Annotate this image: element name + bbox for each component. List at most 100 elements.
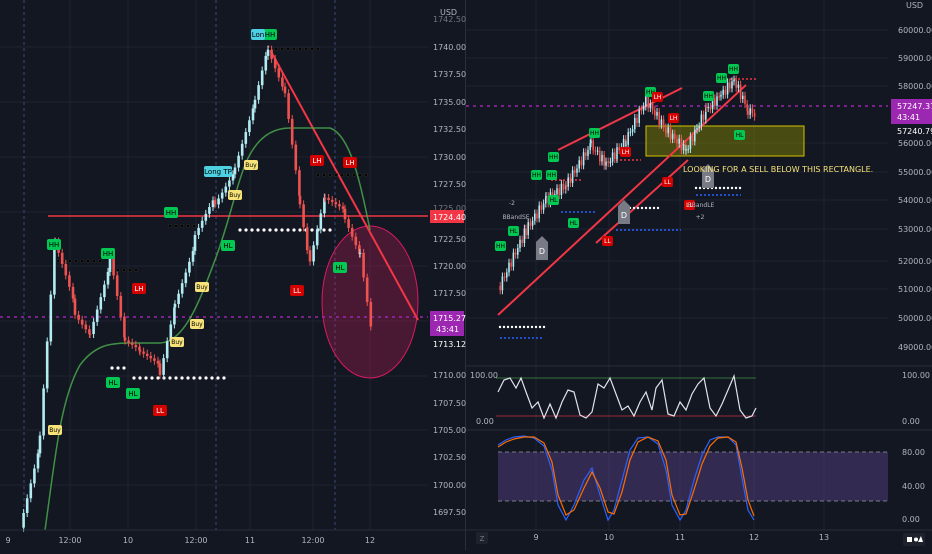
candle-body — [605, 161, 607, 166]
candle-body — [499, 285, 501, 291]
svg-text:LH: LH — [670, 115, 678, 122]
trend-line[interactable] — [267, 45, 419, 321]
candle-body — [302, 204, 305, 228]
svg-text:1700.00: 1700.00 — [433, 481, 466, 490]
candle-body — [640, 109, 643, 111]
candle-body — [601, 154, 603, 162]
left-chart-canvas[interactable]: HH HH HH HH HL HL HL HL LH LH LH LL LL B… — [0, 0, 466, 550]
candle-body — [204, 213, 208, 221]
svg-text:HL: HL — [108, 379, 117, 387]
candle-body — [753, 113, 756, 117]
left-chart-pane[interactable]: HH HH HH HH HL HL HL HL LH LH LH LL LL B… — [0, 0, 466, 550]
svg-text:9: 9 — [5, 536, 10, 545]
tradingview-logo-icon[interactable] — [903, 533, 925, 546]
candle-body — [53, 247, 56, 295]
stochastic-pane[interactable]: 80.00 40.00 0.00 — [497, 435, 925, 524]
right-chart-canvas[interactable]: HH HH HH HH HH HH HH HH HH HL HL HL HL L… — [466, 0, 932, 550]
candle-body — [108, 255, 112, 272]
channel-lower-line-2[interactable] — [595, 159, 689, 244]
r-hl-3: HL — [568, 218, 579, 228]
last-price-tag: 1715.27 43:41 — [430, 311, 466, 336]
svg-text:1713.12: 1713.12 — [433, 340, 466, 349]
candle-body — [308, 250, 312, 262]
svg-text:1710.00: 1710.00 — [433, 371, 466, 380]
candle-body — [707, 106, 709, 109]
candle-body — [669, 127, 672, 140]
candle-body — [578, 160, 580, 169]
svg-text:HH: HH — [646, 89, 655, 96]
candle-body — [68, 275, 71, 287]
candle-body — [103, 284, 106, 298]
candle-body — [142, 351, 145, 354]
candle-body — [138, 347, 141, 350]
svg-text:9: 9 — [533, 533, 538, 542]
candle-body — [534, 213, 536, 221]
svg-text:59000.00: 59000.00 — [898, 54, 932, 63]
candle-body — [365, 277, 369, 303]
candle-body — [658, 112, 660, 125]
oscillator-pane[interactable]: 100.00 0.00 100.00 0.00 — [470, 371, 930, 426]
svg-text:LL: LL — [686, 202, 693, 209]
left-price-axis[interactable]: USD 1742.50 1740.00 1737.50 1735.00 1732… — [433, 8, 466, 517]
candle-body — [323, 197, 327, 199]
candle-body — [25, 498, 29, 513]
svg-text:D: D — [539, 247, 545, 256]
pane-divider[interactable] — [465, 0, 466, 550]
svg-text:1717.50: 1717.50 — [433, 289, 466, 298]
candle-body — [718, 96, 720, 98]
lh-label-1: LH — [132, 283, 146, 294]
r-hh-3: HH — [548, 152, 559, 162]
svg-text:12:00: 12:00 — [184, 536, 207, 545]
candle-body — [531, 220, 534, 226]
hh-label-3: HH — [164, 207, 178, 218]
candle-body — [567, 177, 569, 187]
right-time-axis[interactable]: 9 10 11 12 13 — [533, 533, 829, 542]
candle-body — [638, 109, 640, 123]
svg-text:43:41: 43:41 — [897, 113, 920, 122]
svg-text:LH: LH — [622, 149, 630, 156]
svg-text:Buy: Buy — [49, 427, 61, 434]
long-tp-label: Long TP — [204, 166, 232, 177]
candle-body — [580, 160, 583, 166]
candle-body — [277, 68, 281, 78]
candle-body — [354, 236, 358, 246]
candle-body — [733, 79, 735, 82]
svg-text:1722.50: 1722.50 — [433, 235, 466, 244]
svg-text:LH: LH — [134, 285, 143, 293]
left-time-axis[interactable]: 9 12:00 10 12:00 11 12:00 12 — [5, 536, 375, 545]
candle-body — [22, 512, 25, 528]
d-label-1: D — [536, 236, 548, 260]
candle-body — [294, 144, 298, 171]
candle-body — [592, 140, 594, 151]
level-price-tag: 1724.40 — [430, 210, 466, 223]
hl-label-2: HL — [126, 388, 140, 399]
buy-label-4: Buy — [195, 282, 209, 292]
svg-text:100.00: 100.00 — [902, 371, 930, 380]
svg-text:1740.00: 1740.00 — [433, 43, 466, 52]
candle-body — [625, 144, 627, 146]
right-last-price-tag: 57247.37 43:41 — [891, 99, 932, 124]
candle-body — [138, 349, 142, 352]
candle-body — [92, 321, 95, 335]
r-lh-2: LH — [668, 113, 679, 123]
target-ellipse[interactable] — [321, 225, 419, 379]
svg-text:HL: HL — [550, 197, 559, 204]
candle-body — [233, 167, 237, 175]
candle-body — [551, 192, 554, 198]
r-ll-2: LL — [662, 177, 673, 187]
lh-label-3: LH — [343, 157, 357, 168]
svg-text:1730.00: 1730.00 — [433, 153, 466, 162]
timezone-icon[interactable]: Z — [476, 532, 488, 544]
channel-lower-line[interactable] — [497, 84, 747, 316]
right-chart-pane[interactable]: HH HH HH HH HH HH HH HH HH HL HL HL HL L… — [466, 0, 932, 550]
candle-body — [538, 205, 540, 219]
candle-body — [574, 170, 576, 173]
svg-text:HH: HH — [590, 130, 599, 137]
candle-body — [211, 200, 215, 208]
candle-body — [529, 222, 532, 226]
plus-two-label: +2 — [696, 214, 705, 221]
candle-body — [180, 283, 184, 294]
right-price-axis[interactable]: USD 60000.00 59000.00 58000.00 56000.00 … — [898, 1, 932, 352]
candle-body — [609, 161, 612, 164]
candle-body — [123, 316, 126, 338]
